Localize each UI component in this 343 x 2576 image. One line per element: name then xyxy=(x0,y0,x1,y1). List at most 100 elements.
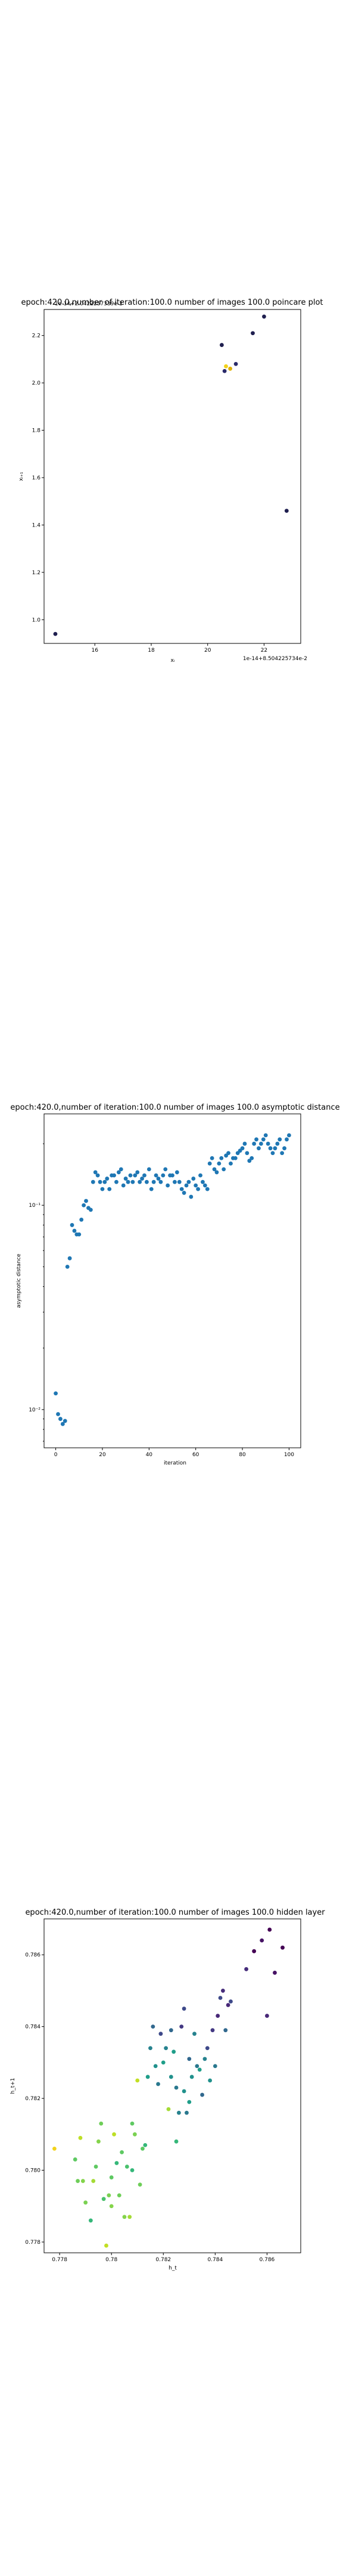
data-point xyxy=(135,2078,140,2083)
data-point xyxy=(56,1412,60,1416)
data-point xyxy=(149,1187,154,1191)
data-point xyxy=(223,2028,228,2033)
data-point xyxy=(208,2078,213,2083)
hidden-layer-points xyxy=(52,1927,285,2248)
data-point xyxy=(163,1167,168,1172)
data-point xyxy=(219,1156,224,1160)
x-tick-label: 80 xyxy=(239,1452,246,1458)
data-point xyxy=(153,2064,158,2069)
hidden-layer-plot-frame xyxy=(43,1918,301,2253)
data-point xyxy=(261,1137,266,1142)
data-point xyxy=(287,1133,291,1138)
data-point xyxy=(216,2014,220,2018)
asymptotic-x-ticks: 0 20 40 60 80 100 xyxy=(54,1448,294,1458)
data-point xyxy=(114,2161,119,2165)
poincare-y-ticks: 1.0 1.2 1.4 1.6 1.8 2.0 2.2 xyxy=(32,333,44,623)
data-point xyxy=(251,331,255,336)
data-point xyxy=(141,2146,145,2151)
data-point xyxy=(128,1173,133,1178)
data-point xyxy=(154,1173,158,1178)
data-point xyxy=(205,2046,210,2051)
data-point xyxy=(100,1187,105,1191)
data-point xyxy=(161,2060,166,2065)
y-tick-label: 1.8 xyxy=(32,428,41,434)
data-point xyxy=(104,2243,108,2248)
data-point xyxy=(179,1187,184,1191)
data-point xyxy=(226,2003,230,2007)
asymptotic-y-label: asymptotic distance xyxy=(16,1253,22,1308)
y-tick-label: 1.0 xyxy=(32,617,41,623)
data-point xyxy=(107,2193,111,2198)
data-point xyxy=(54,1391,58,1396)
x-tick-label: 0 xyxy=(54,1452,58,1458)
data-point xyxy=(98,1179,102,1184)
data-point xyxy=(202,1183,207,1188)
y-tick-label: 0.782 xyxy=(25,2096,40,2102)
y-tick-label: 0.786 xyxy=(25,1952,40,1958)
data-point xyxy=(142,1173,146,1178)
data-point xyxy=(280,1945,285,1950)
asymptotic-x-label: iteration xyxy=(164,1460,186,1466)
data-point xyxy=(112,2132,116,2137)
data-point xyxy=(229,1161,233,1166)
data-point xyxy=(95,1173,100,1178)
data-point xyxy=(179,2024,184,2029)
data-point xyxy=(266,1141,270,1146)
hidden-layer-title: epoch:420.0,number of iteration:100.0 nu… xyxy=(25,1908,325,1917)
data-point xyxy=(91,1179,95,1184)
asymptotic-points xyxy=(54,1133,291,1426)
data-point xyxy=(210,1156,214,1160)
x-tick-label: 18 xyxy=(148,648,155,654)
data-point xyxy=(117,2193,121,2198)
data-point xyxy=(156,2082,160,2086)
data-point xyxy=(65,1264,70,1269)
data-point xyxy=(222,1167,226,1172)
hidden-layer-y-label: h_t+1 xyxy=(10,2078,16,2094)
data-point xyxy=(284,509,289,513)
data-point xyxy=(132,2132,137,2137)
data-point xyxy=(265,2014,269,2018)
data-point xyxy=(233,1156,238,1160)
data-point xyxy=(250,1156,254,1160)
data-point xyxy=(257,1146,261,1151)
data-point xyxy=(145,1179,149,1184)
data-point xyxy=(220,1989,225,1993)
data-point xyxy=(224,364,228,369)
data-point xyxy=(277,1137,282,1142)
data-point xyxy=(119,1167,123,1172)
data-point xyxy=(280,1151,285,1156)
data-point xyxy=(72,1228,77,1233)
y-tick-label: 1.6 xyxy=(32,475,41,481)
data-point xyxy=(127,2215,132,2219)
data-point xyxy=(233,361,238,366)
data-point xyxy=(258,1141,263,1146)
y-tick-label: 10⁻¹ xyxy=(29,1203,40,1209)
x-tick-label: 60 xyxy=(192,1452,199,1458)
data-point xyxy=(145,2075,150,2079)
data-point xyxy=(285,1137,289,1142)
data-point xyxy=(192,2032,197,2036)
asymptotic-title: epoch:420.0,number of iteration:100.0 nu… xyxy=(10,1103,339,1112)
data-point xyxy=(112,1173,116,1178)
poincare-x-ticks: 16 18 20 22 xyxy=(92,643,267,654)
data-point xyxy=(151,1179,156,1184)
data-point xyxy=(244,1967,248,1971)
data-point xyxy=(140,1176,144,1181)
asymptotic-plot-frame xyxy=(43,1113,301,1448)
data-point xyxy=(76,2179,80,2183)
data-point xyxy=(161,1173,166,1178)
data-point xyxy=(58,1417,63,1421)
y-tick-label: 1.2 xyxy=(32,570,40,576)
data-point xyxy=(245,1151,250,1156)
data-point xyxy=(197,2067,202,2072)
data-point xyxy=(252,1141,257,1146)
data-point xyxy=(177,1179,182,1184)
data-point xyxy=(182,2089,186,2094)
data-point xyxy=(148,2046,152,2051)
data-point xyxy=(275,1141,280,1146)
data-point xyxy=(151,2024,155,2029)
y-tick-label: 0.784 xyxy=(25,2024,40,2030)
y-tick-label: 2.0 xyxy=(32,380,41,386)
data-point xyxy=(124,2165,129,2169)
data-point xyxy=(116,1170,121,1175)
